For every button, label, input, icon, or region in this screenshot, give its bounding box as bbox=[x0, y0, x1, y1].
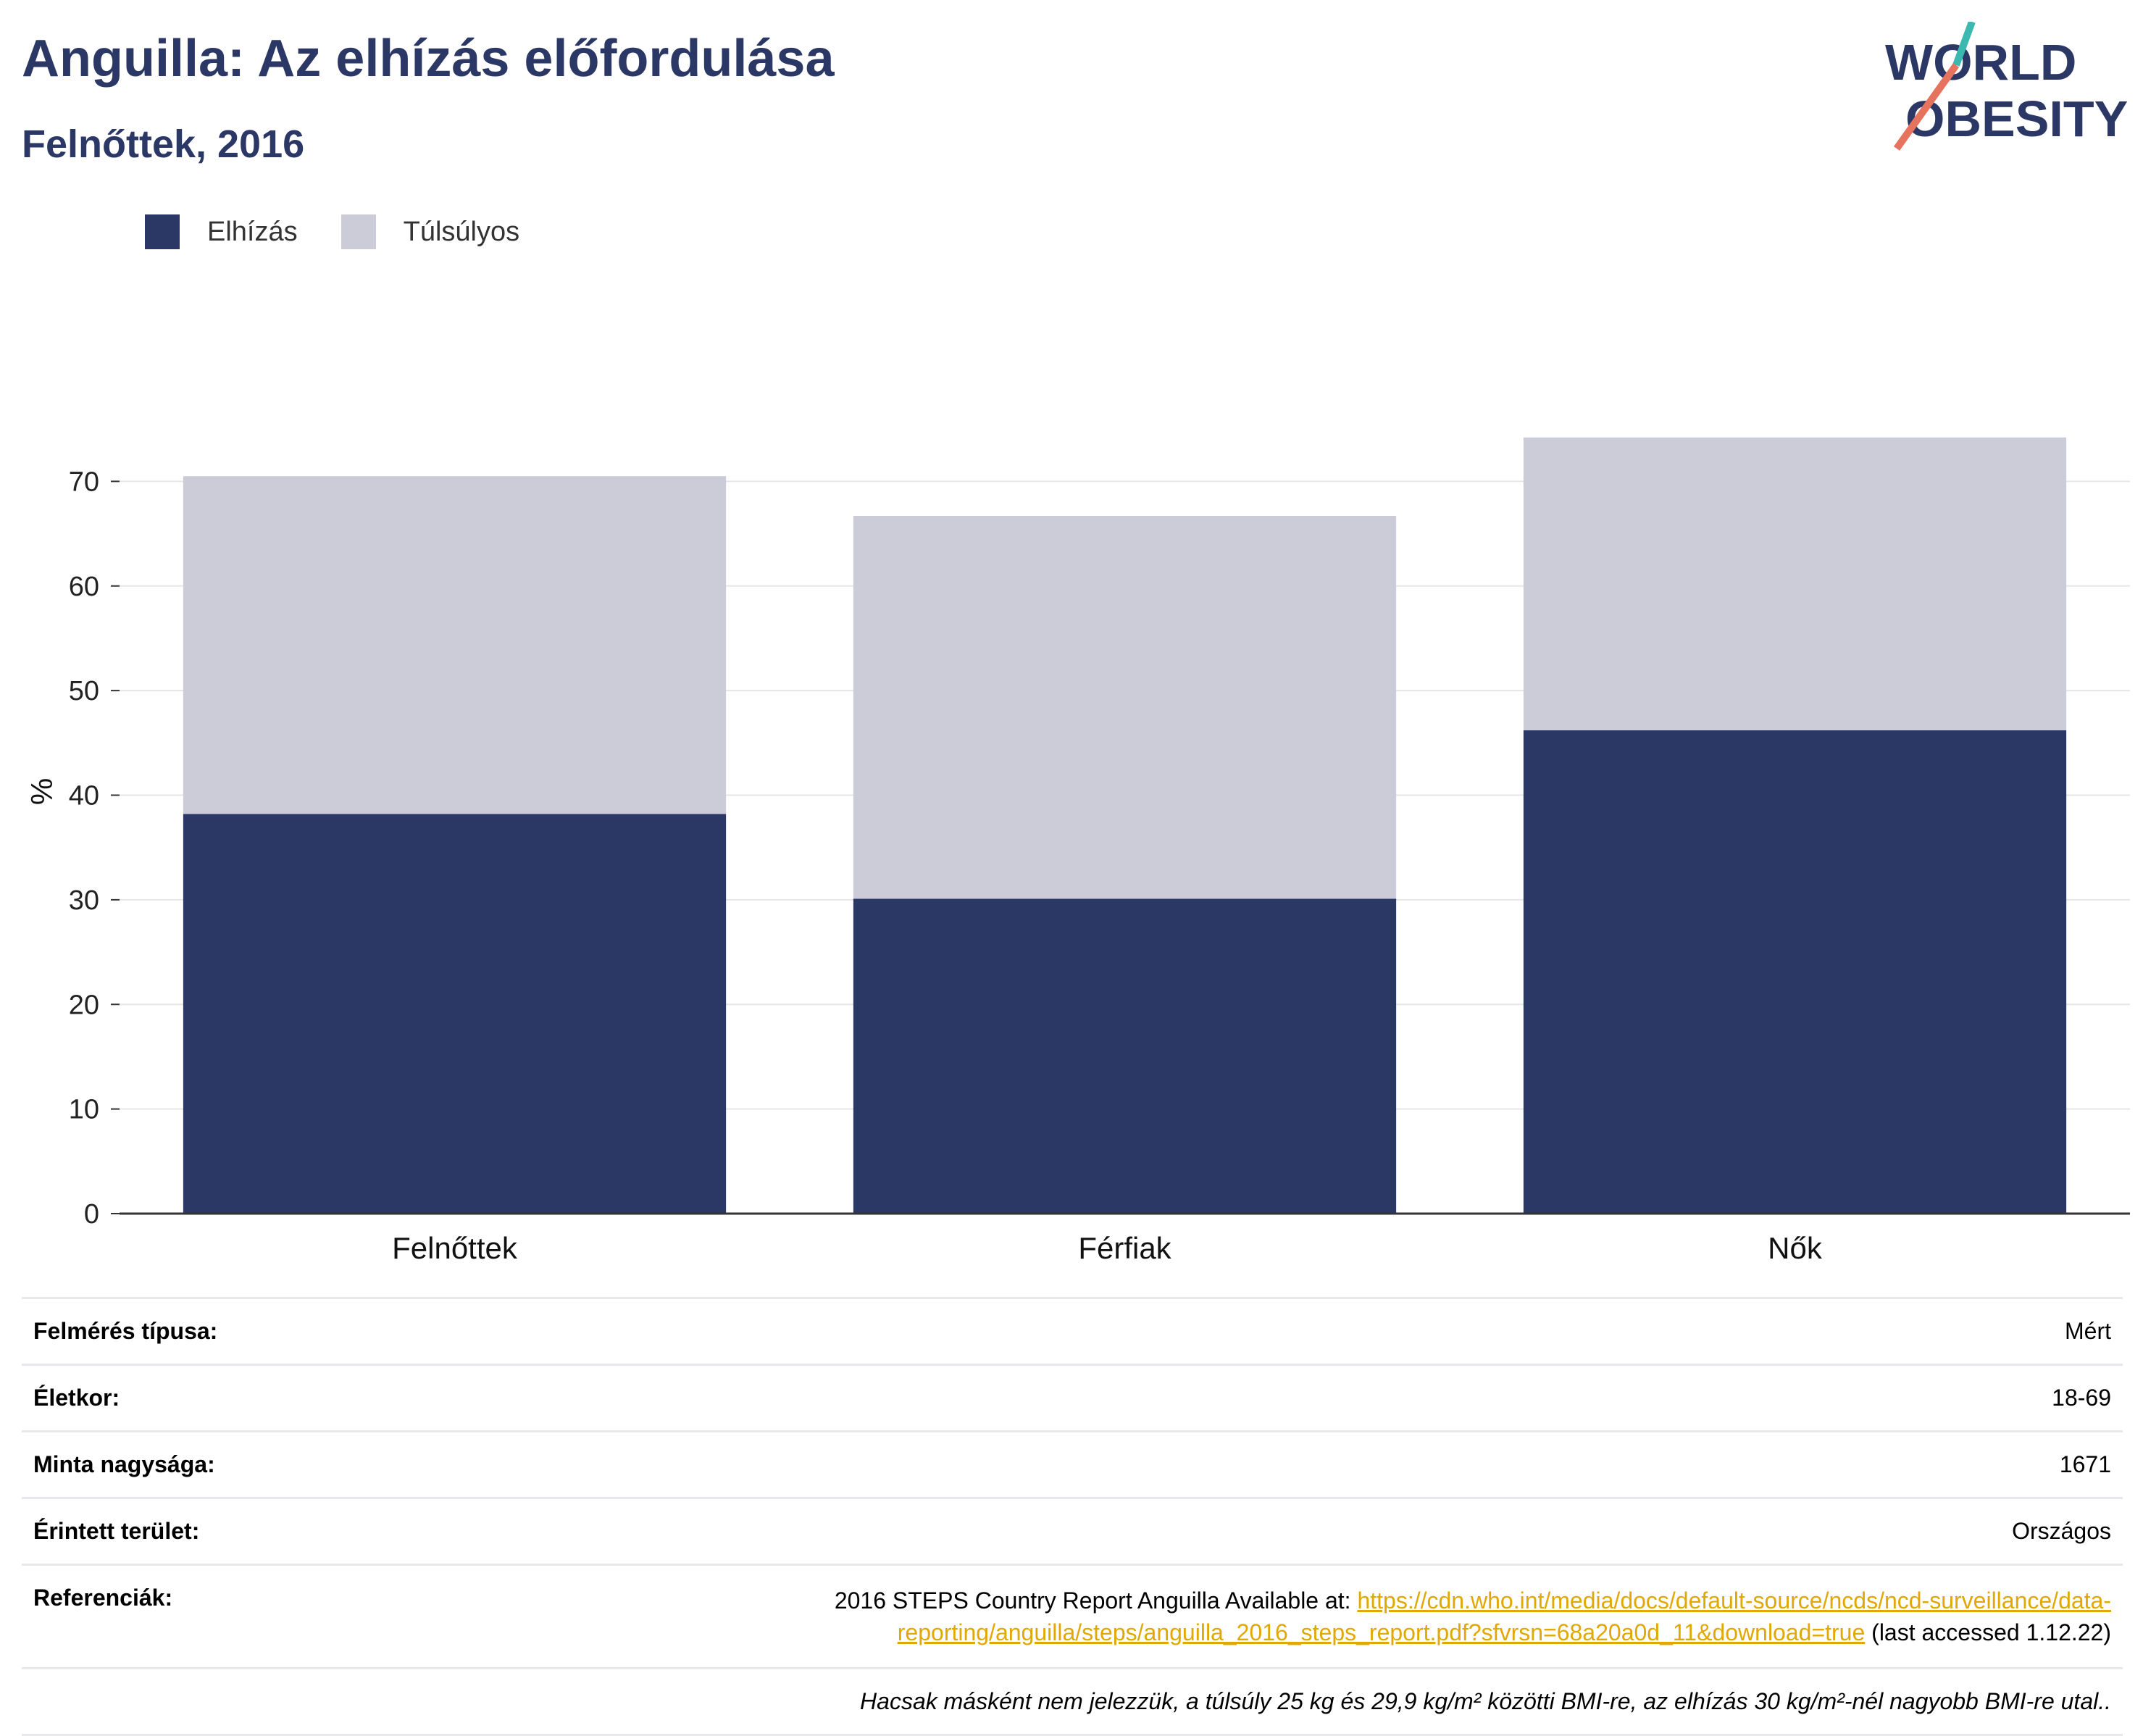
info-row-age: Életkor: 18-69 bbox=[22, 1364, 2123, 1430]
reference-link-line1[interactable]: https://cdn.who.int/media/docs/default-s… bbox=[1357, 1587, 2111, 1614]
info-value: Országos bbox=[2012, 1518, 2111, 1544]
y-tick-label: 60 bbox=[69, 572, 99, 602]
stacked-bar-chart: 0 10 20 30 40 50 60 70% Felnőttek Férfiak Nők bbox=[25, 437, 2130, 1261]
survey-info-table: Felmérés típusa: Mért Életkor: 18-69 Min… bbox=[22, 1297, 2123, 1736]
y-tick-label: 50 bbox=[69, 676, 99, 706]
y-tick-label: 10 bbox=[69, 1095, 99, 1125]
info-row-references: Referenciák: 2016 STEPS Country Report A… bbox=[22, 1564, 2123, 1667]
legend-item-overweight: Túlsúlyos bbox=[341, 214, 520, 249]
info-key: Életkor: bbox=[33, 1385, 120, 1411]
logo-slash-coral bbox=[1893, 63, 1960, 151]
bar-overweight bbox=[1523, 437, 2067, 730]
legend-swatch-obesity bbox=[145, 214, 180, 249]
bar-obesity bbox=[853, 898, 1397, 1214]
legend-swatch-overweight bbox=[341, 214, 376, 249]
y-tick-label: 20 bbox=[69, 990, 99, 1020]
info-row-area: Érintett terület: Országos bbox=[22, 1497, 2123, 1564]
logo-line1: WORLD bbox=[1885, 34, 2076, 91]
bar-overweight bbox=[853, 516, 1397, 899]
info-key: Minta nagysága: bbox=[33, 1451, 215, 1477]
reference-prefix: 2016 STEPS Country Report Anguilla Avail… bbox=[834, 1587, 1358, 1614]
definition-note: Hacsak másként nem jelezzük, a túlsúly 2… bbox=[22, 1667, 2123, 1736]
info-key: Felmérés típusa: bbox=[33, 1318, 218, 1344]
logo-line2: OBESITY bbox=[1905, 91, 2128, 147]
world-obesity-logo: WORLD OBESITY bbox=[1885, 22, 2128, 151]
info-key: Érintett terület: bbox=[33, 1518, 200, 1544]
y-tick-label: 30 bbox=[69, 885, 99, 916]
y-tick-label: 70 bbox=[69, 467, 99, 497]
info-value: Mért bbox=[2065, 1318, 2111, 1344]
legend-label-overweight: Túlsúlyos bbox=[403, 216, 520, 247]
x-category-label: Felnőttek bbox=[392, 1231, 518, 1261]
info-value: 1671 bbox=[2059, 1451, 2111, 1477]
page-title: Anguilla: Az elhízás előfordulása bbox=[22, 30, 835, 88]
y-tick-label: 0 bbox=[84, 1199, 99, 1230]
info-value: 18-69 bbox=[2052, 1385, 2111, 1411]
legend-item-obesity: Elhízás bbox=[145, 214, 298, 249]
chart-legend: Elhízás Túlsúlyos bbox=[145, 214, 563, 249]
x-category-label: Férfiak bbox=[1078, 1231, 1171, 1261]
logo-slash-teal bbox=[1952, 22, 1976, 67]
bar-obesity bbox=[183, 814, 727, 1214]
y-tick-label: 40 bbox=[69, 781, 99, 811]
reference-text: 2016 STEPS Country Report Anguilla Avail… bbox=[835, 1585, 2111, 1648]
reference-link-line2[interactable]: reporting/anguilla/steps/anguilla_2016_s… bbox=[897, 1619, 1866, 1645]
info-row-survey-type: Felmérés típusa: Mért bbox=[22, 1297, 2123, 1364]
page-subtitle: Felnőttek, 2016 bbox=[22, 122, 305, 166]
info-row-sample-size: Minta nagysága: 1671 bbox=[22, 1430, 2123, 1497]
reference-suffix: (last accessed 1.12.22) bbox=[1865, 1619, 2111, 1645]
bar-overweight bbox=[183, 476, 727, 814]
y-axis-title: % bbox=[25, 778, 59, 805]
bar-obesity bbox=[1523, 730, 2067, 1214]
x-category-label: Nők bbox=[1768, 1231, 1823, 1261]
legend-label-obesity: Elhízás bbox=[207, 216, 298, 247]
info-key: Referenciák: bbox=[33, 1585, 173, 1611]
